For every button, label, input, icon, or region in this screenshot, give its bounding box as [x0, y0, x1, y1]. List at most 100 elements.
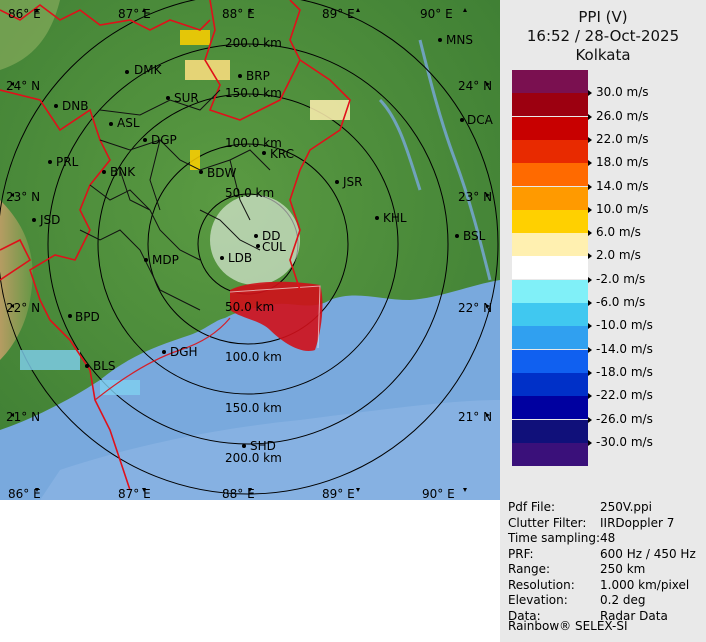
- station-brp: BRP: [246, 69, 270, 83]
- metadata-key: Elevation:: [508, 593, 568, 607]
- metadata-value: 1.000 km/pixel: [600, 577, 690, 592]
- product-title: PPI (V): [578, 8, 628, 26]
- legend-swatch: [512, 349, 588, 373]
- station-khl: KHL: [383, 211, 407, 225]
- station-mdp: MDP: [152, 253, 179, 267]
- legend-tick-icon: [588, 416, 592, 423]
- ring-label: 100.0 km: [225, 350, 282, 364]
- metadata-value: Radar Data: [600, 608, 668, 623]
- station-sur: SUR: [174, 91, 199, 105]
- lat-label: 23° N: [458, 190, 492, 204]
- ring-label: 50.0 km: [225, 186, 274, 200]
- legend-label: 14.0 m/s: [596, 178, 649, 193]
- legend-swatch: [512, 116, 588, 140]
- radar-map: 86° E 87° E 88° E 89° E 90° E 86° E 87° …: [0, 0, 500, 500]
- stations: MNS DMK BRP DNB SUR ASL DCA DGP PRL KRC …: [32, 33, 494, 453]
- legend-label: -2.0 m/s: [596, 271, 646, 286]
- lon-label: 90° E: [420, 7, 453, 21]
- station-bdw: BDW: [207, 166, 236, 180]
- legend-tick-icon: [588, 346, 592, 353]
- ring-label: 200.0 km: [225, 36, 282, 50]
- legend-swatch: [512, 256, 588, 280]
- coastline: [94, 317, 231, 401]
- bay-shelf: [40, 400, 500, 500]
- legend-tick-icon: [588, 439, 592, 446]
- lon-label: 86° E: [8, 487, 41, 500]
- ring-label: 50.0 km: [225, 300, 274, 314]
- legend-tick-icon: [588, 206, 592, 213]
- station-bls: BLS: [93, 359, 116, 373]
- legend-swatch: [512, 70, 588, 93]
- metadata-row: Resolution: 1.000 km/pixel: [508, 578, 704, 593]
- legend-swatch: [512, 419, 588, 443]
- legend-label: -22.0 m/s: [596, 388, 653, 403]
- legend-label: 30.0 m/s: [596, 85, 649, 100]
- station-mns: MNS: [446, 33, 473, 47]
- metadata-key: Clutter Filter:: [508, 515, 587, 530]
- legend-label: -26.0 m/s: [596, 411, 653, 426]
- station-dca: DCA: [467, 113, 494, 127]
- station-cul: CUL: [262, 240, 286, 254]
- western-highlands: [0, 200, 33, 360]
- site-name: Kolkata: [575, 46, 631, 64]
- legend-swatch: [512, 233, 588, 257]
- metadata-row: Data: Radar Data: [508, 609, 704, 624]
- legend-swatch: [512, 442, 588, 466]
- station-dgh: DGH: [170, 345, 198, 359]
- legend-tick-icon: [588, 90, 592, 97]
- legend-tick-icon: [588, 369, 592, 376]
- legend-tick-icon: [588, 230, 592, 237]
- lat-label: 24° N: [458, 79, 492, 93]
- station-dd: DD: [262, 229, 280, 243]
- station-prl: PRL: [56, 155, 79, 169]
- timestamp: 16:52 / 28-Oct-2025: [526, 27, 680, 45]
- legend-swatch: [512, 372, 588, 396]
- metadata-row: PRF: 600 Hz / 450 Hz: [508, 547, 704, 562]
- legend-tick-icon: [588, 136, 592, 143]
- legend-tick-icon: [588, 323, 592, 330]
- metadata-value: 250V.ppi: [600, 500, 652, 514]
- legend-tick-icon: [588, 113, 592, 120]
- ring-label: 100.0 km: [225, 136, 282, 150]
- lat-label: 24° N: [6, 79, 40, 93]
- metadata-key: PRF:: [508, 546, 534, 561]
- lon-label: 88° E: [222, 487, 255, 500]
- station-bpd: BPD: [75, 310, 100, 324]
- station-ldb: LDB: [228, 251, 252, 265]
- station-dmk: DMK: [134, 63, 163, 77]
- legend-swatch: [512, 396, 588, 420]
- station-dgp: DGP: [151, 133, 177, 147]
- legend-swatch: [512, 163, 588, 187]
- metadata-row: Pdf File: 250V.ppi: [508, 500, 704, 515]
- lon-label: 89° E: [322, 7, 355, 21]
- metadata-key: Resolution:: [508, 577, 575, 592]
- metadata-key: Pdf File:: [508, 500, 556, 514]
- delta-rivers: [378, 39, 492, 281]
- axis-ticks: [10, 8, 490, 492]
- ring-label: 150.0 km: [225, 86, 282, 100]
- lat-label: 22° N: [6, 301, 40, 315]
- legend-swatch: [512, 93, 588, 117]
- legend-swatch: [512, 326, 588, 350]
- station-krc: KRC: [270, 147, 294, 161]
- legend-label: -10.0 m/s: [596, 318, 653, 333]
- echo-cluster: [20, 30, 350, 395]
- legend-tick-icon: [588, 160, 592, 167]
- legend-swatch: [512, 139, 588, 163]
- lon-label: 86° E: [8, 7, 41, 21]
- metadata-value: 48: [600, 531, 616, 545]
- lat-label: 23° N: [6, 190, 40, 204]
- metadata-value: 250 km: [600, 562, 646, 576]
- legend-label: 10.0 m/s: [596, 201, 649, 216]
- metadata-key: Range:: [508, 562, 551, 576]
- ring-label: 200.0 km: [225, 451, 282, 465]
- legend-label: -30.0 m/s: [596, 434, 653, 449]
- legend-tick-icon: [588, 276, 592, 283]
- legend-swatch: [512, 186, 588, 210]
- lat-label: 21° N: [6, 410, 40, 424]
- metadata-row: Time sampling: 48: [508, 531, 704, 546]
- legend-label: 18.0 m/s: [596, 155, 649, 170]
- metadata-value: 0.2 deg: [600, 593, 646, 607]
- legend-tick-icon: [588, 393, 592, 400]
- lon-label: 87° E: [118, 487, 151, 500]
